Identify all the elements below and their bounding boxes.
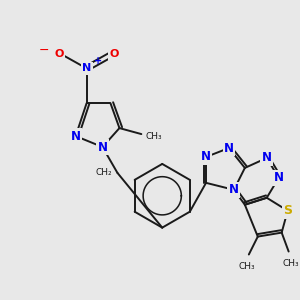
Text: −: −	[38, 44, 49, 57]
Text: CH₃: CH₃	[145, 132, 162, 141]
Text: CH₂: CH₂	[96, 168, 112, 177]
Text: S: S	[283, 204, 292, 217]
Text: O: O	[110, 50, 119, 59]
Text: N: N	[201, 151, 211, 164]
Text: CH₃: CH₃	[238, 262, 255, 272]
Text: N: N	[70, 130, 81, 142]
Text: N: N	[274, 171, 284, 184]
Text: N: N	[262, 152, 272, 164]
Text: N: N	[98, 140, 107, 154]
Text: CH₃: CH₃	[282, 260, 299, 268]
Text: +: +	[94, 56, 103, 66]
Text: N: N	[82, 63, 91, 74]
Text: N: N	[224, 142, 234, 154]
Text: O: O	[54, 50, 63, 59]
Text: N: N	[229, 183, 239, 196]
